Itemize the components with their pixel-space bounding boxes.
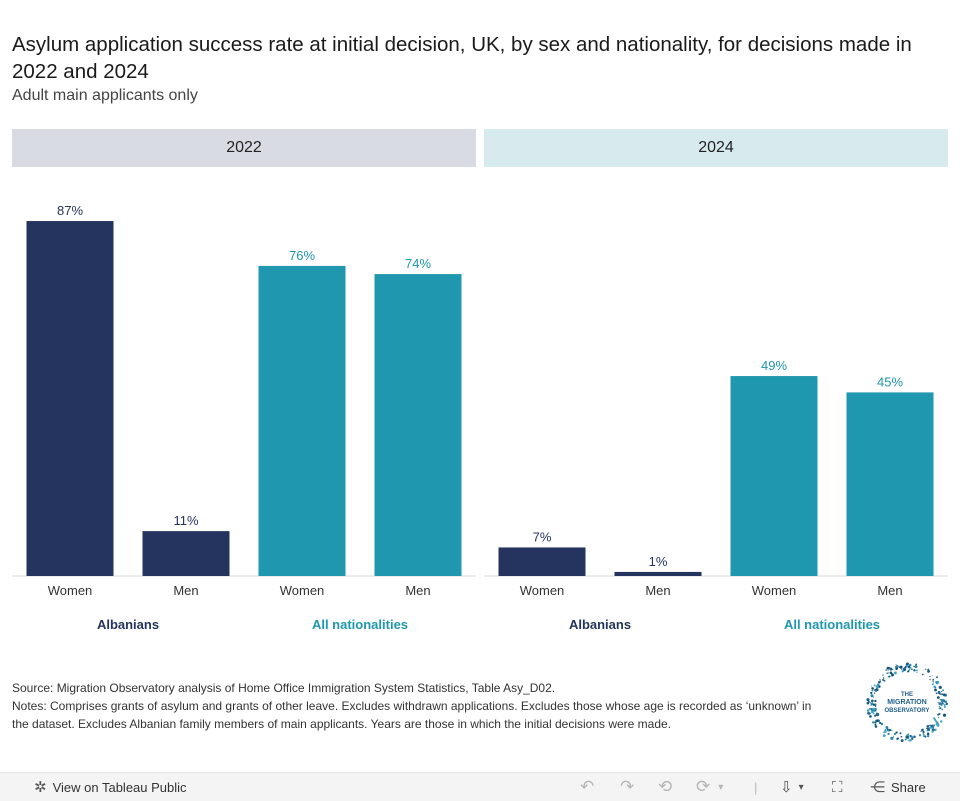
share-icon: ⋲ [870, 779, 885, 796]
share-button[interactable]: ⋲ Share [870, 773, 926, 801]
bar-2024-all-nationalities-men [846, 392, 934, 576]
refresh-icon: ⟳ [696, 777, 711, 796]
revert-icon: ⟲ [658, 777, 673, 796]
tick-label-2022-all-nationalities-women: Women [280, 583, 325, 598]
bar-2022-all-nationalities-men [374, 274, 462, 576]
group-label-2024-all-nationalities: All nationalities [784, 617, 880, 632]
tick-label-2024-all-nationalities-men: Men [877, 583, 902, 598]
share-label: Share [891, 779, 926, 795]
refresh-button[interactable]: ⟳ ▾ [696, 773, 723, 801]
data-label-2022-all-nationalities-women: 76% [289, 248, 315, 263]
tableau-icon: ✲ [34, 779, 47, 796]
data-label-2022-all-nationalities-men: 74% [405, 256, 431, 271]
redo-button[interactable]: ↷ [620, 773, 634, 801]
chart-title: Asylum application success rate at initi… [12, 33, 912, 83]
footer-notes: Source: Migration Observatory analysis o… [12, 679, 862, 733]
tick-label-2024-albanians-women: Women [520, 583, 565, 598]
bar-2024-albanians-men [614, 571, 702, 576]
fullscreen-button[interactable]: ⛶ [832, 773, 843, 801]
download-button[interactable]: ⇩ ▾ [780, 773, 804, 801]
tableau-toolbar: ✲ View on Tableau Public ↶ ↷ ⟲ ⟳ ▾ | ⇩ ▾ ⛶… [0, 772, 960, 801]
bar-2022-albanians-women [26, 221, 114, 577]
svg-text:MIGRATION: MIGRATION [887, 699, 927, 706]
tick-label-2024-albanians-men: Men [645, 583, 670, 598]
panel-header-2022: 2022 [12, 129, 476, 167]
undo-icon: ↶ [580, 777, 595, 796]
view-on-tableau-button[interactable]: ✲ View on Tableau Public [34, 773, 187, 801]
view-on-tableau-label: View on Tableau Public [52, 779, 187, 795]
notes-text-line1: Notes: Comprises grants of asylum and gr… [12, 699, 812, 713]
toolbar-divider: | [754, 779, 758, 795]
bar-2022-albanians-men [142, 531, 230, 576]
download-icon: ⇩ [780, 779, 793, 796]
chart-subtitle: Adult main applicants only [12, 87, 198, 104]
chevron-down-icon: ▾ [798, 781, 804, 793]
bar-2022-all-nationalities-women [258, 265, 346, 576]
revert-button[interactable]: ⟲ [658, 773, 672, 801]
data-label-2024-all-nationalities-men: 45% [877, 374, 903, 389]
bar-2024-albanians-women [498, 547, 586, 576]
redo-icon: ↷ [620, 777, 635, 796]
data-label-2024-albanians-women: 7% [533, 529, 552, 544]
svg-text:THE: THE [901, 692, 913, 698]
fullscreen-icon: ⛶ [832, 778, 843, 796]
tick-label-2022-all-nationalities-men: Men [405, 583, 430, 598]
group-label-2024-albanians: Albanians [569, 617, 631, 632]
data-label-2022-albanians-men: 11% [173, 513, 198, 528]
bar-chart: 87% Women 11% Men 76% Women 74% Men Albanians All… [12, 203, 948, 632]
svg-text:OBSERVATORY: OBSERVATORY [884, 708, 929, 714]
panel-header-2024: 2024 [484, 129, 948, 167]
data-label-2024-albanians-men: 1% [649, 554, 668, 569]
data-label-2022-albanians-women: 87% [57, 203, 83, 218]
migration-observatory-logo: THE MIGRATION OBSERVATORY [866, 662, 948, 743]
source-text: Source: Migration Observatory analysis o… [12, 681, 556, 695]
tick-label-2024-all-nationalities-women: Women [752, 583, 797, 598]
group-label-2022-all-nationalities: All nationalities [312, 617, 408, 632]
notes-text-line2: the dataset. Excludes Albanian family me… [12, 717, 672, 731]
tick-label-2022-albanians-women: Women [48, 583, 93, 598]
group-label-2022-albanians: Albanians [97, 617, 159, 632]
tick-label-2022-albanians-men: Men [173, 583, 198, 598]
undo-button[interactable]: ↶ [580, 773, 594, 801]
bar-2024-all-nationalities-women [730, 376, 818, 576]
data-label-2024-all-nationalities-women: 49% [761, 358, 787, 373]
chevron-down-icon: ▾ [718, 781, 724, 793]
